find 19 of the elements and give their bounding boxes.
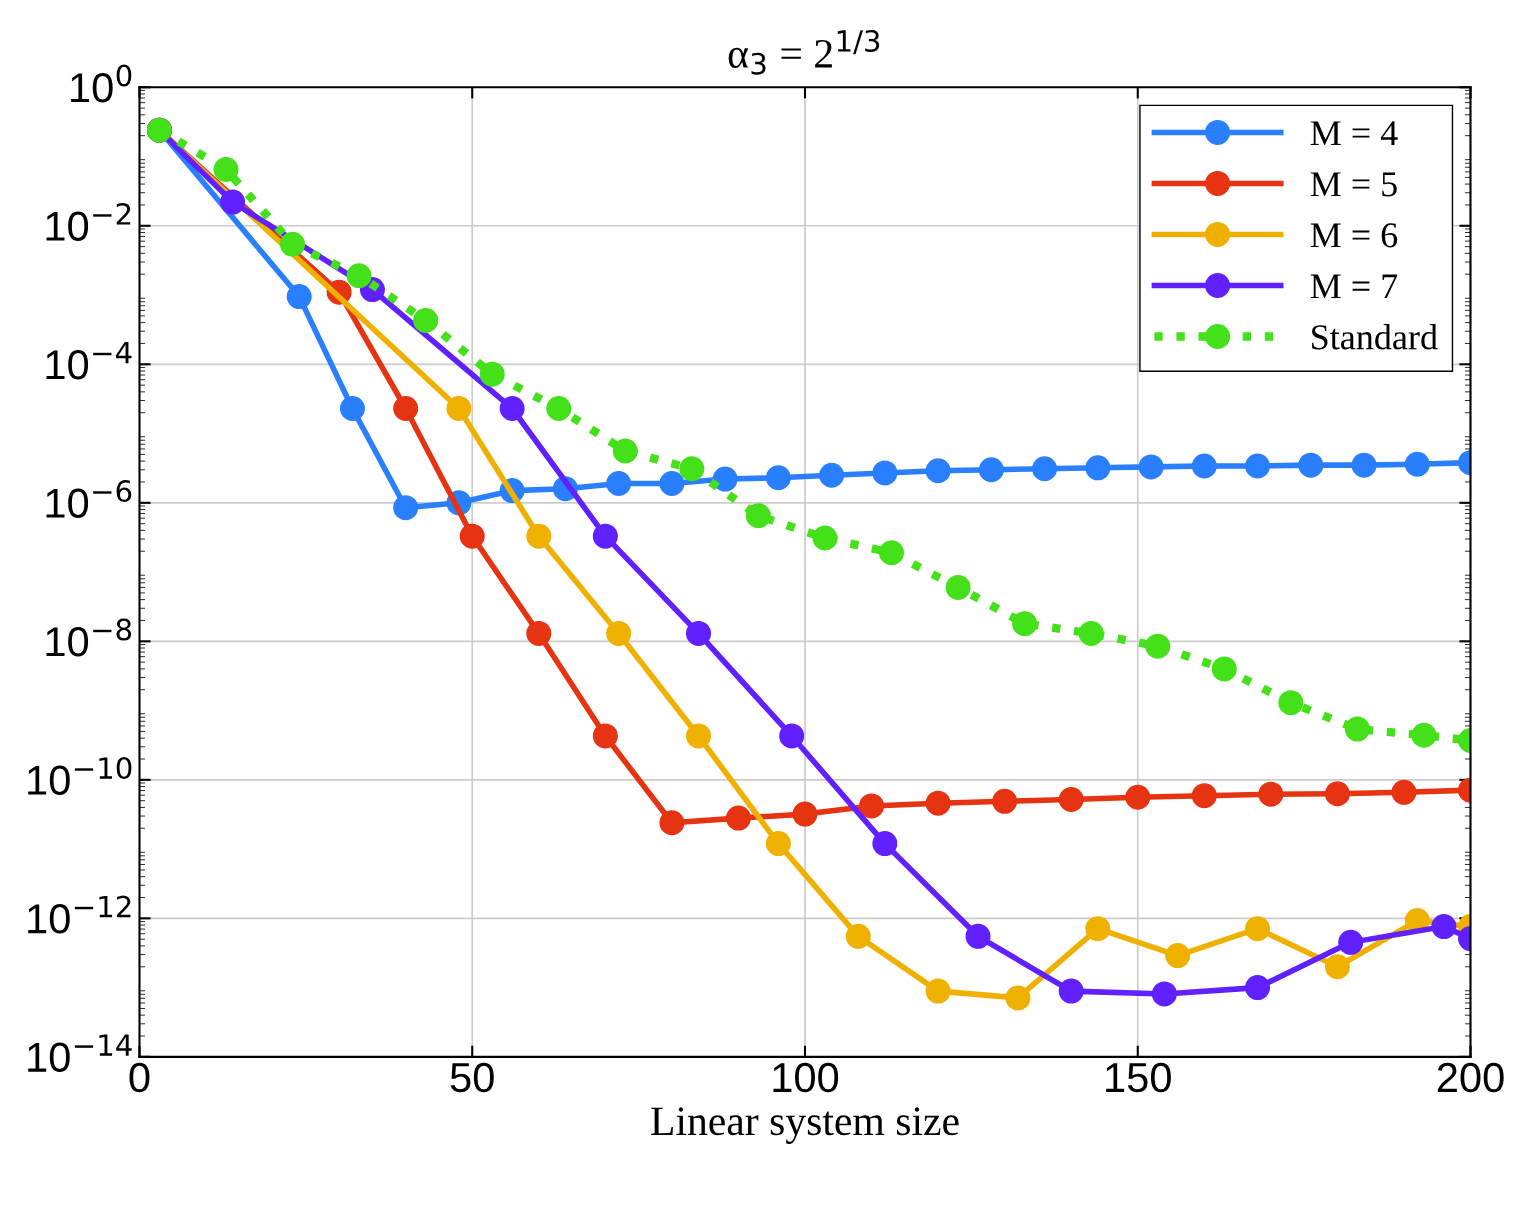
x-tick-label: 100: [773, 1062, 839, 1093]
chart-title: α$_{3}$ = 2$^{1/3}$: [728, 29, 880, 75]
y-tick-label: 10$^{−4}$: [46, 341, 132, 380]
y-tick-label: 10$^{−2}$: [46, 202, 131, 241]
legend-label: M = 4: [1310, 121, 1398, 146]
x-tick-label: 150: [1106, 1062, 1171, 1093]
x-axis-title: Linear system size: [651, 1107, 959, 1144]
y-tick-label: 10$^{0}$: [71, 64, 132, 103]
x-tick-label: 0: [129, 1062, 150, 1093]
y-tick-label: 10$^{−6}$: [46, 479, 132, 518]
x-tick-label: 200: [1437, 1062, 1504, 1093]
legend-label: M = 7: [1310, 274, 1398, 299]
legend-label: Standard: [1312, 324, 1438, 350]
y-tick-label: 10$^{−8}$: [46, 618, 132, 657]
y-tick-label: 10$^{−10}$: [28, 757, 132, 796]
legend-label: M = 6: [1310, 223, 1398, 248]
legend-label: M = 5: [1310, 172, 1397, 197]
y-tick-label: 10$^{−12}$: [28, 895, 131, 934]
x-tick-label: 50: [450, 1062, 494, 1093]
